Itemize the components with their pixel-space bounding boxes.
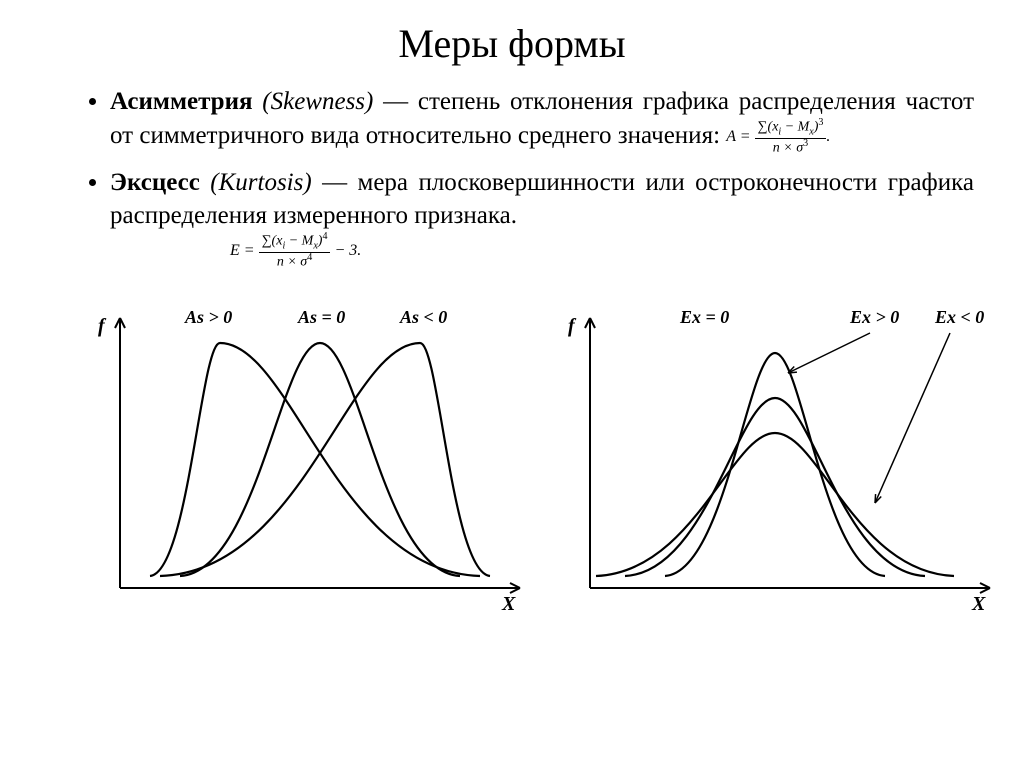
formula-skewness: A = ∑(xi − Mx)3n × σ3. <box>726 128 830 145</box>
svg-text:As > 0: As > 0 <box>184 307 232 327</box>
svg-text:As = 0: As = 0 <box>297 307 345 327</box>
svg-text:f: f <box>568 315 577 337</box>
formula-kurtosis: E = ∑(xi − Mx)4n × σ4 − 3. <box>230 232 361 270</box>
term-skewness-bold: Асимметрия <box>110 88 253 115</box>
svg-text:Ex > 0: Ex > 0 <box>849 307 899 327</box>
svg-text:X: X <box>501 593 516 613</box>
term-kurtosis-italic: (Kurtosis) <box>200 169 312 196</box>
slide-title: Меры формы <box>50 20 974 67</box>
chart-skewness: f X As > 0 As = 0 As < 0 <box>80 293 530 618</box>
bullet-kurtosis: Эксцесс (Kurtosis) — мера плосковершинно… <box>110 166 974 270</box>
term-kurtosis-bold: Эксцесс <box>110 169 200 196</box>
svg-text:Ex < 0: Ex < 0 <box>934 307 984 327</box>
term-skewness-italic: (Skewness) <box>253 88 374 115</box>
svg-text:f: f <box>98 315 107 337</box>
bullet-list: Асимметрия (Skewness) — степень отклонен… <box>50 85 974 271</box>
bullet-skewness: Асимметрия (Skewness) — степень отклонен… <box>110 85 974 156</box>
chart-kurtosis: f X Ex = 0 Ex > 0 Ex < 0 <box>550 293 1000 618</box>
svg-text:X: X <box>971 593 986 613</box>
svg-text:As < 0: As < 0 <box>399 307 447 327</box>
svg-text:Ex = 0: Ex = 0 <box>679 307 729 327</box>
